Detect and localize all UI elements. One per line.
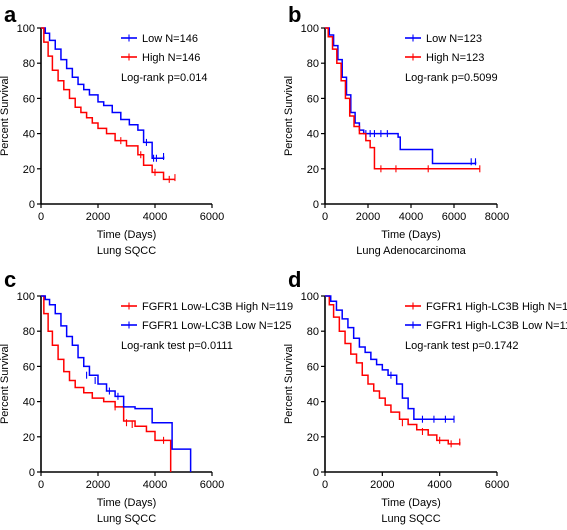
y-tick-label: 0: [313, 199, 319, 211]
y-tick-label: 40: [307, 397, 319, 409]
series-line-2: [325, 295, 454, 420]
legend-label: FGFR1 High-LC3B Low N=119: [426, 320, 567, 332]
x-tick-label: 4000: [143, 211, 167, 223]
logrank-annotation: Log-rank test p=0.0111: [121, 340, 233, 352]
x-tick-label: 6000: [200, 211, 224, 223]
x-axis-title: Time (Days): [381, 229, 440, 241]
x-tick-label: 4000: [427, 479, 451, 491]
x-tick-label: 6000: [442, 211, 466, 223]
legend-label: FGFR1 Low-LC3B Low N=125: [142, 320, 291, 332]
y-tick-label: 100: [17, 23, 35, 35]
y-tick-label: 20: [307, 432, 319, 444]
legend-label: FGFR1 Low-LC3B High N=119: [142, 301, 293, 313]
y-axis-title: Percent Survival: [0, 76, 11, 156]
panel-letter: c: [4, 267, 16, 292]
series-line-2: [41, 295, 192, 472]
x-tick-label: 2000: [86, 211, 110, 223]
series-line-2: [325, 27, 480, 170]
panel-subtitle: Lung SQCC: [381, 513, 440, 525]
panel-letter: d: [288, 267, 301, 292]
y-tick-label: 20: [307, 164, 319, 176]
y-axis-title: Percent Survival: [283, 76, 295, 156]
legend-label: Low N=123: [426, 33, 482, 45]
y-tick-label: 100: [301, 23, 319, 35]
x-tick-label: 2000: [86, 479, 110, 491]
series-line-2: [41, 27, 175, 181]
y-tick-label: 100: [301, 291, 319, 303]
series-line-1: [325, 295, 461, 445]
y-axis-title: Percent Survival: [0, 344, 11, 424]
panel-subtitle: Lung SQCC: [97, 245, 156, 257]
y-tick-label: 20: [23, 432, 35, 444]
y-tick-label: 60: [307, 93, 319, 105]
panel-letter: b: [288, 2, 301, 27]
y-tick-label: 60: [23, 93, 35, 105]
y-tick-label: 100: [17, 291, 35, 303]
y-tick-label: 0: [29, 467, 35, 479]
y-tick-label: 40: [23, 397, 35, 409]
panel-b: b 0 20 40 60 80 100 0 2000 4000 6000 8000 Time (Days…: [283, 2, 509, 257]
y-tick-label: 80: [23, 58, 35, 70]
series-line-1: [325, 27, 477, 165]
y-tick-label: 80: [307, 58, 319, 70]
y-tick-label: 20: [23, 164, 35, 176]
x-axis-title: Time (Days): [381, 497, 440, 509]
y-tick-label: 80: [23, 326, 35, 338]
logrank-annotation: Log-rank p=0.5099: [405, 72, 498, 84]
panel-letter: a: [4, 2, 17, 27]
legend-label: High N=146: [142, 52, 200, 64]
x-tick-label: 4000: [399, 211, 423, 223]
x-tick-label: 0: [38, 211, 44, 223]
x-tick-label: 6000: [200, 479, 224, 491]
panel-subtitle: Lung Adenocarcinoma: [356, 245, 466, 257]
x-tick-label: 4000: [143, 479, 167, 491]
y-axis-title: Percent Survival: [283, 344, 295, 424]
x-tick-label: 2000: [370, 479, 394, 491]
y-tick-label: 40: [23, 129, 35, 141]
y-tick-label: 0: [29, 199, 35, 211]
x-tick-label: 8000: [485, 211, 509, 223]
legend-label: Low N=146: [142, 33, 198, 45]
logrank-annotation: Log-rank test p=0.1742: [405, 340, 518, 352]
y-tick-label: 80: [307, 326, 319, 338]
y-tick-label: 0: [313, 467, 319, 479]
x-tick-label: 0: [322, 479, 328, 491]
series-line-1: [41, 27, 165, 159]
panel-a: a 0 20 40 60 80 100 0 2000 4000 6000 Time (Days) Lun…: [0, 2, 224, 257]
x-tick-label: 6000: [485, 479, 509, 491]
logrank-annotation: Log-rank p=0.014: [121, 72, 208, 84]
x-axis-title: Time (Days): [97, 229, 156, 241]
panel-subtitle: Lung SQCC: [97, 513, 156, 525]
panel-c: c 0 20 40 60 80 100 0 2000 4000 6000 Time (Days) Lun…: [0, 267, 293, 525]
series-line-1: [41, 295, 172, 472]
legend-label: High N=123: [426, 52, 484, 64]
y-tick-label: 40: [307, 129, 319, 141]
y-tick-label: 60: [307, 361, 319, 373]
y-tick-label: 60: [23, 361, 35, 373]
x-tick-label: 0: [38, 479, 44, 491]
x-tick-label: 0: [322, 211, 328, 223]
legend-label: FGFR1 High-LC3B High N=124: [426, 301, 567, 313]
panel-d: d 0 20 40 60 80 100 0 2000 4000 6000 Time (Days) Lun…: [283, 267, 567, 525]
x-axis-title: Time (Days): [97, 497, 156, 509]
x-tick-label: 2000: [356, 211, 380, 223]
